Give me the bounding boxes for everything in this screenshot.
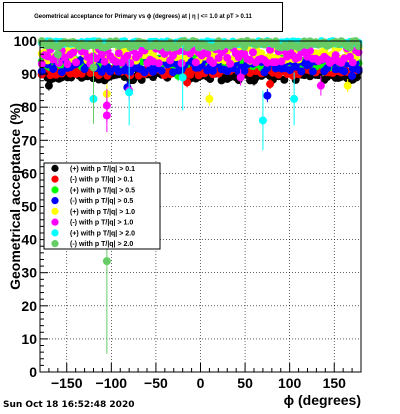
outlier-point <box>178 73 187 82</box>
data-point <box>126 59 135 68</box>
legend-label: (-) with p T/|q| > 2.0 <box>70 241 133 248</box>
y-tick-label: 0 <box>29 364 37 380</box>
legend-marker <box>51 240 59 248</box>
data-point <box>157 66 166 75</box>
data-point <box>97 50 106 59</box>
data-point <box>331 65 340 74</box>
timestamp-footer: Sun Oct 18 16:52:48 2020 <box>3 400 135 410</box>
data-point <box>226 59 235 68</box>
outlier-point <box>290 94 299 103</box>
data-point <box>154 59 163 68</box>
data-point <box>203 49 212 58</box>
y-tick-label: 90 <box>21 66 37 82</box>
data-point <box>72 58 81 67</box>
legend-marker <box>51 175 59 183</box>
data-point <box>123 51 132 60</box>
y-tick-label: 40 <box>21 232 37 248</box>
data-point <box>191 58 200 67</box>
outlier-point <box>125 88 134 97</box>
data-point <box>348 58 357 67</box>
x-tick-label: 50 <box>237 375 253 391</box>
data-point <box>240 66 249 75</box>
legend-marker <box>51 229 59 237</box>
y-tick-label: 60 <box>21 165 37 181</box>
series-6 <box>37 43 363 133</box>
axes: 0 10 20 30 40 50 60 70 80 90 100 −150 −100 −50 0 50 100 1… <box>14 33 362 391</box>
y-tick-label: 80 <box>21 99 37 115</box>
outlier-point <box>258 116 267 125</box>
data-point <box>114 49 123 58</box>
data-point <box>340 67 349 76</box>
data-point <box>49 64 58 73</box>
outlier-point <box>236 73 245 82</box>
data-point <box>69 48 78 57</box>
legend-label: (+) with p T/|q| > 2.0 <box>70 230 135 237</box>
legend-label: (-) with p T/|q| > 0.5 <box>70 198 133 205</box>
outlier-point <box>250 76 258 85</box>
y-tick-label: 20 <box>21 298 37 314</box>
legend: (+) with p T/|q| > 0.1 (-) with p T/|q| >… <box>43 162 161 250</box>
outlier-point <box>343 81 352 90</box>
outlier-point <box>316 81 325 90</box>
legend-marker <box>51 207 59 215</box>
data-point <box>54 58 63 67</box>
data-point <box>134 50 143 59</box>
y-axis-title: Geometrical acceptance (%) <box>7 103 23 290</box>
outlier-point <box>263 91 272 100</box>
x-tick-label: −100 <box>96 375 128 391</box>
y-tick-label: 30 <box>21 265 37 281</box>
outlier-point <box>102 111 111 120</box>
legend-marker <box>51 218 59 226</box>
data-point <box>208 66 217 75</box>
data-point <box>331 51 340 60</box>
outlier-point <box>205 94 214 103</box>
outlier-point <box>348 71 357 80</box>
outlier-point <box>53 50 62 59</box>
data-point <box>140 68 149 77</box>
outlier-point <box>266 80 275 89</box>
legend-marker <box>51 186 59 194</box>
y-tick-label: 10 <box>21 331 37 347</box>
legend-label: (-) with p T/|q| > 1.0 <box>70 220 133 227</box>
data-points <box>37 37 363 354</box>
outlier-point <box>44 81 53 90</box>
data-point <box>63 60 72 69</box>
data-point <box>169 51 178 60</box>
data-point <box>297 67 306 76</box>
outlier-point <box>102 257 111 266</box>
x-tick-label: 100 <box>278 375 302 391</box>
data-point <box>57 68 66 77</box>
data-point <box>345 43 354 52</box>
data-point <box>208 58 217 67</box>
legend-box <box>43 162 161 250</box>
data-point <box>248 48 257 57</box>
data-point <box>277 57 286 66</box>
data-point <box>308 67 317 76</box>
x-tick-label: −50 <box>144 375 168 391</box>
x-axis-title: ϕ (degrees) <box>284 392 361 408</box>
legend-label: (+) with p T/|q| > 1.0 <box>70 209 135 216</box>
legend-marker <box>51 164 59 172</box>
legend-label: (-) with p T/|q| > 0.1 <box>70 177 133 184</box>
x-tick-label: 150 <box>323 375 347 391</box>
x-tick-label: −150 <box>51 375 83 391</box>
y-tick-label: 70 <box>21 132 37 148</box>
legend-label: (+) with p T/|q| > 0.5 <box>70 187 135 194</box>
y-tick-label: 50 <box>21 199 37 215</box>
data-point <box>100 57 109 66</box>
outlier-point <box>89 63 98 72</box>
legend-marker <box>51 197 59 205</box>
chart-title: Geometrical acceptance for Primary vs ϕ … <box>3 2 283 32</box>
legend-label: (+) with p T/|q| > 0.1 <box>70 166 135 173</box>
x-tick-label: 0 <box>197 375 205 391</box>
data-point <box>177 59 186 68</box>
y-tick-label: 100 <box>14 33 38 49</box>
